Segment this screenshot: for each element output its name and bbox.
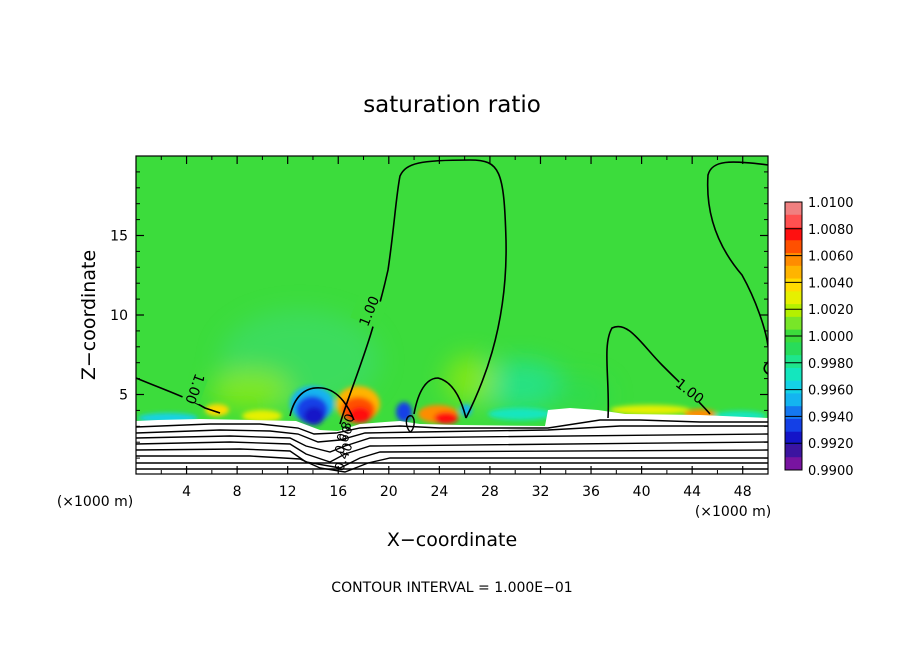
x-axis: 4 8 12 16 20 24 28 32 36 40 44 48 — [160, 156, 752, 500]
colorbar-swatch — [785, 406, 802, 420]
colorbar-swatch — [785, 240, 802, 254]
colorbar-label: 0.9980 — [808, 357, 854, 372]
wave-shading — [210, 310, 610, 413]
colorbar-swatch — [785, 214, 802, 229]
x-tick-label: 8 — [233, 484, 242, 500]
colorbar-swatch — [785, 253, 802, 267]
y-tick-label: 15 — [110, 229, 128, 245]
x-tick-label: 12 — [279, 484, 297, 500]
colorbar-swatch — [785, 393, 802, 407]
x-tick-label: 32 — [532, 484, 550, 500]
colorbar-label: 0.9940 — [808, 410, 854, 425]
x-axis-label: X−coordinate — [387, 529, 517, 551]
x-tick-label: 24 — [430, 484, 448, 500]
colorbar-swatch — [785, 202, 802, 216]
colorbar-swatch — [785, 291, 802, 305]
x-unit-label-right: (×1000 m) — [695, 504, 771, 520]
x-tick-label: 4 — [182, 484, 191, 500]
chart-title: saturation ratio — [363, 92, 541, 118]
colorbar-swatch — [785, 227, 802, 241]
colorbar-label: 1.0100 — [808, 196, 854, 211]
colorbar-swatch — [785, 278, 802, 292]
colorbar-swatch — [785, 316, 802, 331]
colorbar-label: 1.0020 — [808, 303, 854, 318]
colorbar-label: 0.9920 — [808, 437, 854, 452]
colorbar-label: 1.0040 — [808, 276, 854, 291]
y-axis-label: Z−coordinate — [78, 250, 100, 380]
colorbar-swatch — [785, 265, 802, 280]
x-tick-label: 40 — [633, 484, 651, 500]
colorbar-swatch — [785, 380, 802, 394]
colorbar-label: 0.9900 — [808, 464, 854, 479]
x-tick-label: 20 — [380, 484, 398, 500]
colorbar-swatch — [785, 418, 802, 433]
y-tick-label: 5 — [119, 388, 128, 404]
colorbar-swatch — [785, 457, 802, 471]
contour-labels: 1.00 1.00 1.00 0.40 0.60 0.80 — [181, 293, 707, 473]
colorbar-swatch — [785, 367, 802, 382]
y-axis: 5 10 15 — [110, 171, 768, 459]
colorbar-label: 0.9960 — [808, 384, 854, 399]
colorbar-label: 1.0000 — [808, 330, 854, 345]
colorbar-swatch — [785, 304, 802, 318]
y-tick-label: 10 — [110, 308, 128, 324]
colorbar-swatch — [785, 342, 802, 356]
x-tick-label: 36 — [582, 484, 600, 500]
colorbar-swatch — [785, 355, 802, 369]
x-unit-label-left: (×1000 m) — [57, 494, 133, 510]
x-tick-label: 28 — [481, 484, 499, 500]
plot-area: 1.00 1.00 1.00 0.40 0.60 0.80 — [136, 156, 768, 474]
colorbar-swatch — [785, 444, 802, 458]
contour-interval-note: CONTOUR INTERVAL = 1.000E−01 — [331, 580, 572, 596]
colorbar-label: 1.0080 — [808, 223, 854, 238]
x-tick-label: 44 — [683, 484, 701, 500]
colorbar: 1.0100 1.0080 1.0060 1.0040 1.0020 1.0000 0.99… — [784, 196, 854, 479]
x-tick-label: 16 — [329, 484, 347, 500]
colorbar-label: 1.0060 — [808, 250, 854, 265]
x-tick-label: 48 — [734, 484, 752, 500]
colorbar-swatch — [785, 431, 802, 445]
surface-contours — [136, 415, 768, 473]
